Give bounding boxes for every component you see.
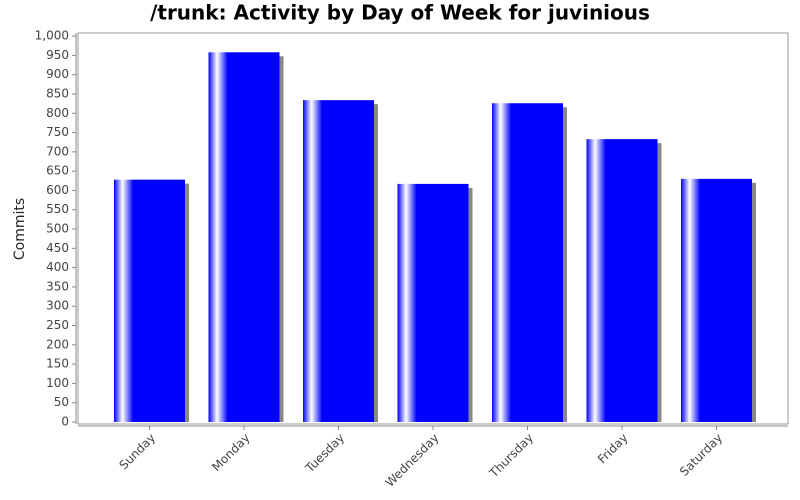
y-tick-label: 650 [46,164,69,178]
y-tick-label: 950 [46,48,69,62]
y-tick-label: 250 [46,318,69,332]
y-tick-label: 700 [46,144,69,158]
y-tick-label: 450 [46,241,69,255]
y-tick-label: 550 [46,202,69,216]
y-tick-label: 750 [46,125,69,139]
y-tick-label: 50 [54,395,69,409]
y-tick-label: 850 [46,86,69,100]
bar [586,139,658,423]
bar [492,103,563,422]
bar [208,52,280,423]
y-tick-label: 300 [46,299,69,313]
y-tick-label: 100 [46,376,69,390]
y-axis-label: Commits [12,198,28,260]
y-tick-label: 500 [46,222,69,236]
y-tick-label: 800 [46,106,69,120]
bar [303,100,374,423]
y-tick-label: 350 [46,279,69,293]
bar [114,179,185,422]
y-tick-label: 1,000 [35,29,69,43]
bar [681,178,752,422]
y-tick-label: 400 [46,260,69,274]
bar [397,183,469,422]
chart-title: /trunk: Activity by Day of Week for juvi… [150,1,650,25]
y-tick-label: 0 [61,415,69,429]
y-tick-label: 150 [46,357,69,371]
y-tick-label: 900 [46,67,69,81]
y-tick-label: 200 [46,337,69,351]
y-tick-label: 600 [46,183,69,197]
